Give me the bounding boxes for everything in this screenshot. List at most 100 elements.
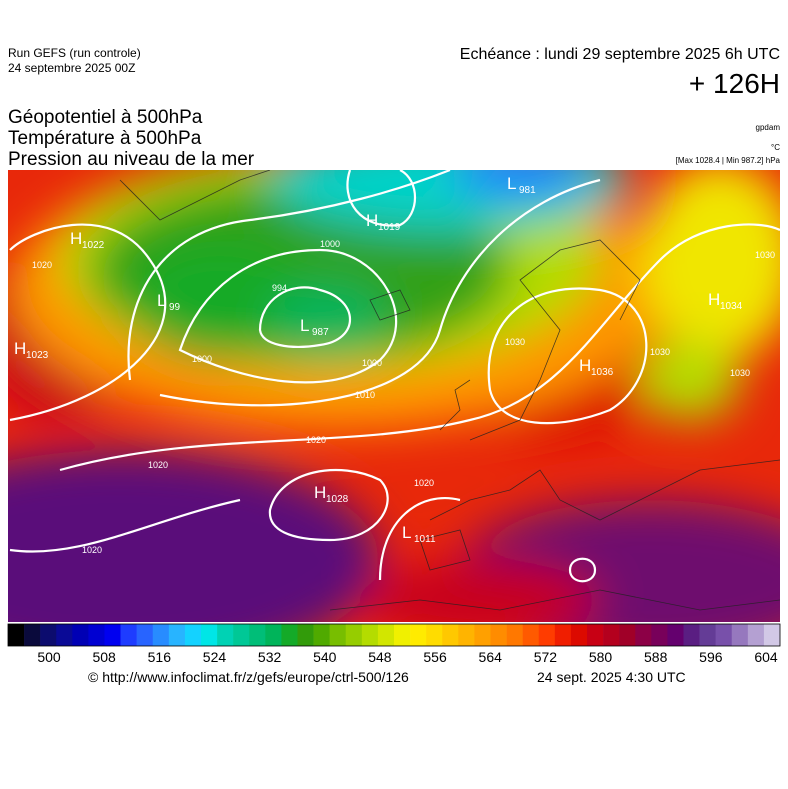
colorbar-cell xyxy=(152,624,170,646)
center-letter: H xyxy=(14,339,26,358)
colorbar-cell xyxy=(217,624,234,646)
center-pressure: 981 xyxy=(519,185,536,196)
colorbar-cell xyxy=(394,624,411,646)
colorbar-cell xyxy=(458,624,475,646)
center-letter: L xyxy=(300,316,309,335)
run-date: 24 septembre 2025 00Z xyxy=(8,61,136,75)
colorbar-label: 500 xyxy=(37,649,61,665)
title: Pression au niveau de la mer xyxy=(8,149,255,170)
colorbar-cell xyxy=(619,624,636,646)
colorbar-cell xyxy=(377,624,395,646)
issue-time: 24 sept. 2025 4:30 UTC xyxy=(537,669,686,685)
colorbar-cell xyxy=(747,624,765,646)
pressure-range: [Max 1028.4 | Min 987.2] hPa xyxy=(675,156,780,165)
colorbar-label: 556 xyxy=(423,649,447,665)
colorbar-cell xyxy=(233,624,250,646)
colorbar-cell xyxy=(731,624,749,646)
run-label: Run GEFS (run controle) xyxy=(8,46,141,60)
colorbar-cell xyxy=(522,624,540,646)
isobar-label: 1030 xyxy=(505,337,525,347)
center-letter: L xyxy=(157,291,166,310)
colorbar-cell xyxy=(329,624,347,646)
unit: °C xyxy=(771,143,780,152)
center-pressure: 1019 xyxy=(378,222,401,233)
colorbar-cell xyxy=(426,624,443,646)
isobar-label: 1020 xyxy=(148,460,168,470)
isobar-label: 1030 xyxy=(650,347,670,357)
colorbar-cell xyxy=(506,624,523,646)
colorbar-cell xyxy=(88,624,105,646)
isobar-label: 1000 xyxy=(362,358,382,368)
colorbar-cell xyxy=(361,624,379,646)
colorbar-cell xyxy=(570,624,588,646)
isobar-label: 1020 xyxy=(414,478,434,488)
colorbar-label: 540 xyxy=(313,649,337,665)
colorbar-label: 516 xyxy=(148,649,172,665)
colorbar-label: 532 xyxy=(258,649,282,665)
colorbar-cell xyxy=(265,624,282,646)
colorbar-cell xyxy=(554,624,572,646)
colorbar-cell xyxy=(24,624,41,646)
colorbar-cell xyxy=(603,624,620,646)
unit: gpdam xyxy=(755,123,780,132)
colorbar-frame xyxy=(7,623,781,647)
center-letter: H xyxy=(70,229,82,248)
center-pressure: 1011 xyxy=(414,534,436,545)
colorbar-label: 564 xyxy=(479,649,503,665)
colorbar-cell xyxy=(313,624,330,646)
isobar-label: 994 xyxy=(272,283,287,293)
center-letter: H xyxy=(366,211,378,230)
colorbar-cell xyxy=(635,624,652,646)
title: Géopotentiel à 500hPa xyxy=(8,107,203,128)
center-pressure: 1023 xyxy=(26,350,49,361)
lead-time: + 126H xyxy=(688,68,780,99)
colorbar-label: 572 xyxy=(534,649,558,665)
center-pressure: 1022 xyxy=(82,240,105,251)
colorbar-cell xyxy=(715,624,733,646)
colorbar-label: 604 xyxy=(754,649,778,665)
isobar-label: 1020 xyxy=(306,435,326,445)
center-pressure: 1036 xyxy=(591,367,614,378)
colorbar-cell xyxy=(8,624,25,646)
title: Température à 500hPa xyxy=(8,128,202,149)
colorbar-cell xyxy=(587,624,604,646)
colorbar-cell xyxy=(490,624,507,646)
center-letter: H xyxy=(314,483,326,502)
colorbar-cell xyxy=(442,624,459,646)
colorbar-cell xyxy=(56,624,73,646)
colorbar-cell xyxy=(72,624,89,646)
isobar-label: 1030 xyxy=(730,368,750,378)
isobar-label: 1030 xyxy=(755,250,775,260)
center-pressure: 99 xyxy=(169,302,181,313)
isobar-label: 1000 xyxy=(192,354,212,364)
colorbar-label: 548 xyxy=(368,649,392,665)
colorbar-cell xyxy=(249,624,266,646)
colorbar-cell xyxy=(699,624,716,646)
colorbar-label: 588 xyxy=(644,649,668,665)
center-pressure: 1028 xyxy=(326,494,349,505)
colorbar-cell xyxy=(410,624,427,646)
colorbar-cell xyxy=(683,624,700,646)
isobar-label: 1020 xyxy=(82,545,102,555)
colorbar-label: 596 xyxy=(699,649,723,665)
source-url: © http://www.infoclimat.fr/z/gefs/europe… xyxy=(88,669,409,685)
isobar-label: 1000 xyxy=(320,239,340,249)
colorbar-cell xyxy=(201,624,218,646)
center-letter: L xyxy=(507,174,516,193)
isobar-label: 1020 xyxy=(32,260,52,270)
isobar-label: 1010 xyxy=(355,390,375,400)
center-pressure: 1034 xyxy=(720,301,743,312)
colorbar-cell xyxy=(104,624,121,646)
colorbar-cell xyxy=(168,624,186,646)
colorbar-label: 580 xyxy=(589,649,613,665)
colorbar-cell xyxy=(120,624,137,646)
colorbar-cell xyxy=(763,624,781,646)
colorbar-cell xyxy=(40,624,57,646)
echeance: Echéance : lundi 29 septembre 2025 6h UT… xyxy=(459,46,780,63)
colorbar-cell xyxy=(345,624,363,646)
center-letter: H xyxy=(708,290,720,309)
center-letter: L xyxy=(402,523,411,542)
colorbar-cell xyxy=(651,624,668,646)
